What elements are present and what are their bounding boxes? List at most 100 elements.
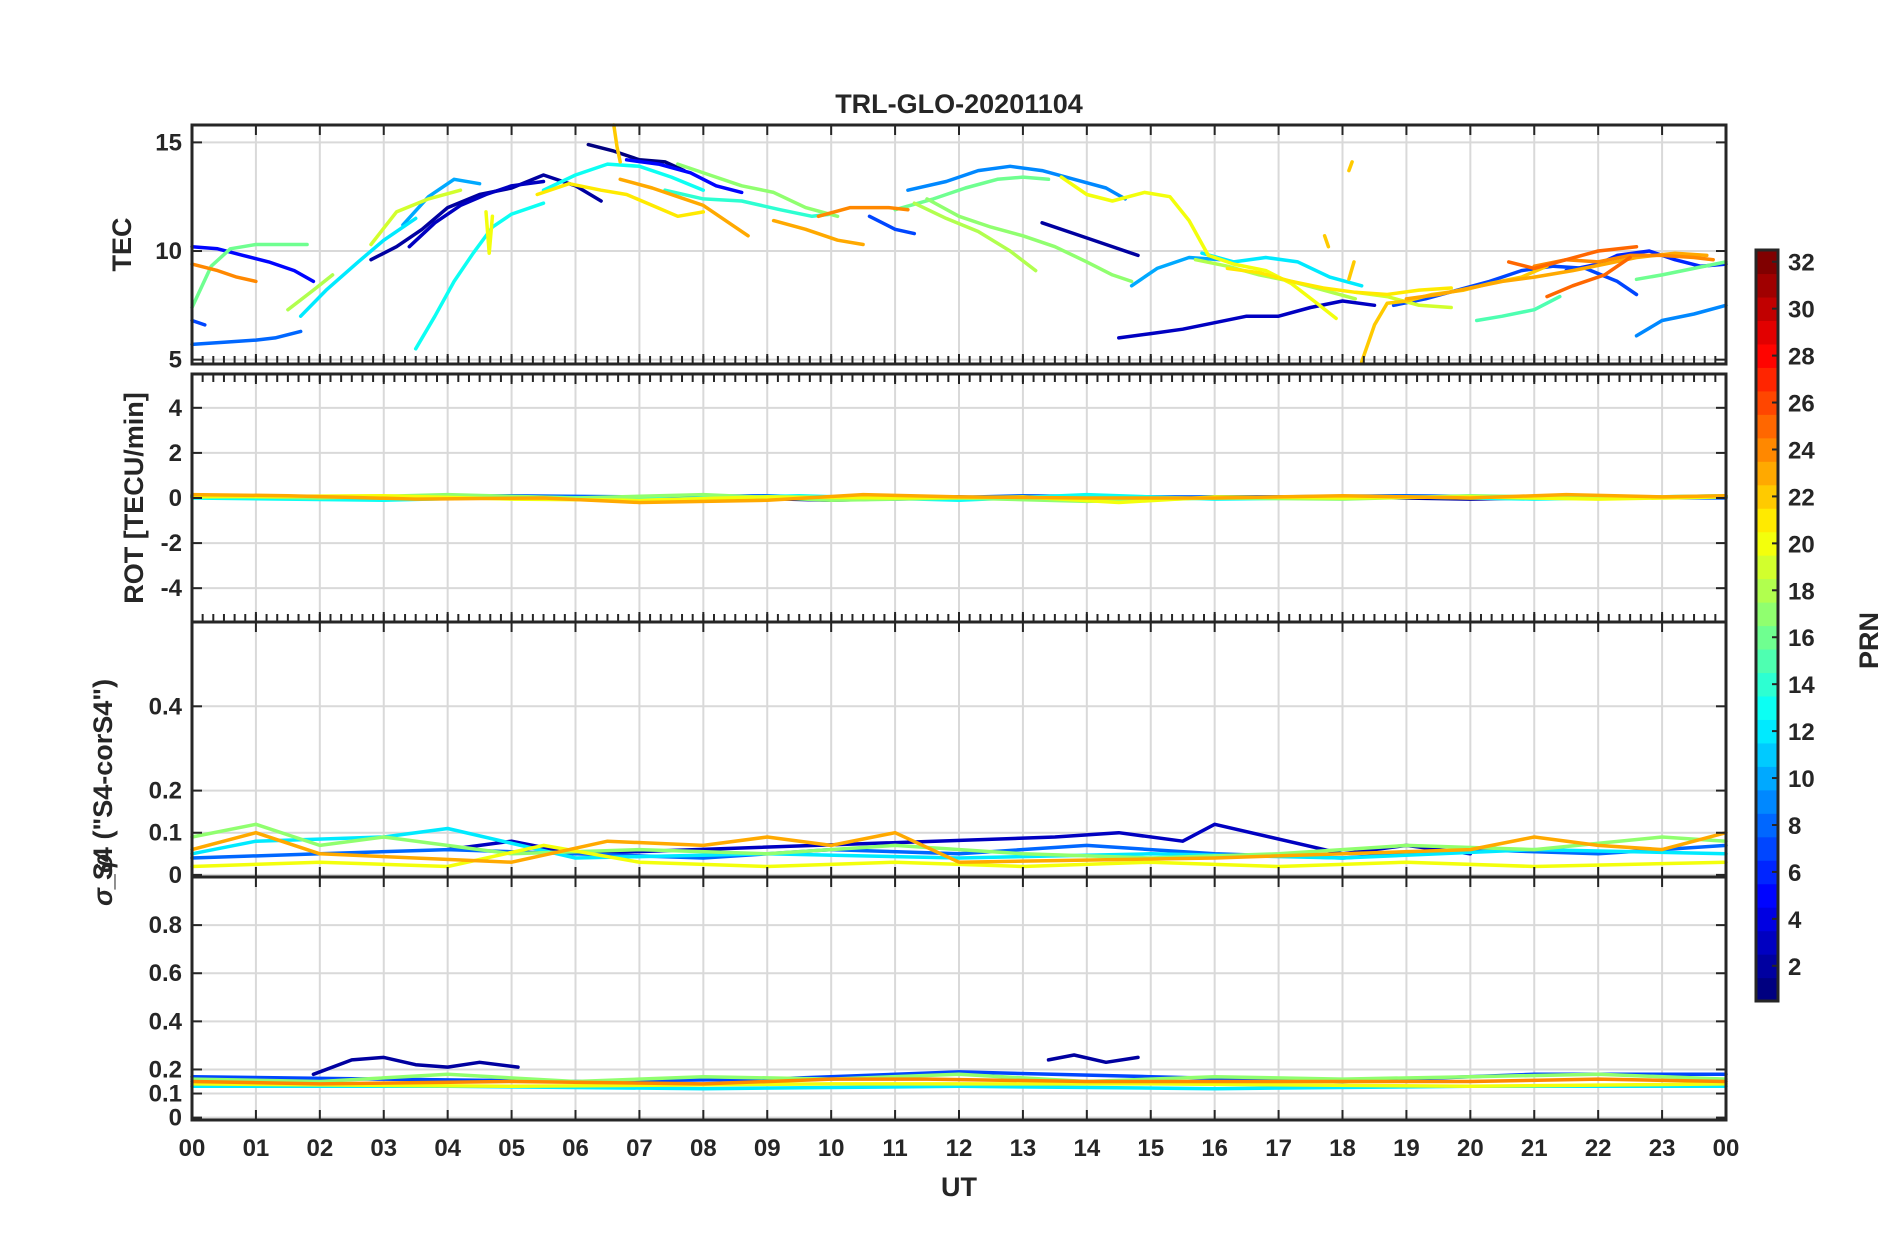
colorbar-tick-label: 18 — [1788, 578, 1815, 605]
y-tick-label: -4 — [161, 575, 183, 602]
series-line-prn-22 — [1347, 160, 1354, 173]
colorbar-segment — [1756, 719, 1778, 744]
colorbar-segment — [1756, 860, 1778, 885]
x-tick-label: 09 — [754, 1135, 781, 1162]
colorbar-frame — [1754, 248, 1780, 1003]
colorbar-tick-label: 30 — [1788, 297, 1815, 324]
series-line-prn-17 — [190, 822, 1728, 860]
colorbar-tick-label: 16 — [1788, 625, 1815, 652]
colorbar-segment — [1756, 320, 1778, 345]
colorbar-segment — [1756, 437, 1778, 462]
series-line-prn-10 — [401, 177, 482, 227]
x-tick-label: 21 — [1521, 1135, 1548, 1162]
x-tick-label: 05 — [498, 1135, 525, 1162]
series-line-prn-17 — [190, 1072, 1728, 1084]
y-tick-label: 0.6 — [149, 960, 182, 987]
y-tick-label: 0 — [169, 1105, 182, 1132]
y-axis-title-s4: S4 ("S4-corS4") — [88, 679, 118, 880]
x-tick-label: 22 — [1585, 1135, 1612, 1162]
series-line-prn-22 — [612, 123, 622, 164]
series-line-prn-7 — [190, 318, 207, 327]
series-line-prn-2 — [311, 1055, 520, 1077]
colorbar-segment — [1756, 390, 1778, 415]
colorbar-segment — [1756, 977, 1778, 1002]
colorbar-segment — [1756, 343, 1778, 368]
colorbar-tick-label: 20 — [1788, 531, 1815, 558]
colorbar-segment — [1756, 367, 1778, 392]
series-line-prn-24 — [816, 205, 910, 219]
x-tick-label: 23 — [1649, 1135, 1676, 1162]
panel-rot: -4 -2 0 2 4 ROT [TECU/min] — [119, 372, 1728, 624]
colorbar-segment — [1756, 508, 1778, 533]
x-tick-label: 19 — [1393, 1135, 1420, 1162]
colorbar-title: PRN — [1854, 612, 1884, 669]
x-tick-label: 17 — [1265, 1135, 1292, 1162]
x-tick-label: 06 — [562, 1135, 589, 1162]
x-tick-label: 13 — [1010, 1135, 1037, 1162]
series-line-prn-21 — [535, 181, 706, 219]
x-tick-label: 12 — [946, 1135, 973, 1162]
colorbar-segment — [1756, 578, 1778, 603]
series-line-prn-16 — [1634, 260, 1728, 282]
series-line-prn-17 — [925, 197, 1134, 284]
y-tick-label: 0.4 — [149, 1008, 183, 1035]
colorbar-tick-label: 22 — [1788, 484, 1815, 511]
colorbar-tick-label: 32 — [1788, 250, 1815, 277]
colorbar-tick-label: 8 — [1788, 813, 1801, 840]
colorbar-tick-label: 10 — [1788, 766, 1815, 793]
colorbar-segment — [1756, 531, 1778, 556]
colorbar-segment — [1756, 789, 1778, 814]
colorbar-tick-label: 14 — [1788, 672, 1815, 699]
x-tick-label: 16 — [1201, 1135, 1228, 1162]
x-tick-label: 18 — [1329, 1135, 1356, 1162]
y-tick-label: 0.2 — [149, 1056, 182, 1083]
series-line-prn-13 — [413, 201, 546, 351]
series-line-prn-24 — [190, 262, 258, 284]
series-line-prn-19 — [369, 188, 463, 247]
colorbar-tick-label: 4 — [1788, 907, 1802, 934]
y-tick-label: 15 — [155, 129, 182, 156]
y-tick-label: 0 — [169, 485, 182, 512]
colorbar-segment — [1756, 672, 1778, 697]
series-line-prn-22 — [1322, 234, 1331, 249]
y-tick-label: 0.2 — [149, 778, 182, 805]
y-tick-label: 0 — [169, 862, 182, 889]
series-line-prn-25 — [1506, 244, 1639, 271]
series-line-prn-21 — [1225, 266, 1453, 297]
x-tick-label: 04 — [434, 1135, 461, 1162]
series-line-prn-23 — [771, 218, 865, 247]
colorbar-segment — [1756, 555, 1778, 580]
series-line-prn-9 — [1634, 303, 1728, 338]
colorbar-segment — [1756, 836, 1778, 861]
series-line-prn-12 — [298, 216, 418, 318]
x-tick-label: 08 — [690, 1135, 717, 1162]
series-line-prn-20 — [190, 1082, 1728, 1089]
x-tick-label: 00 — [179, 1135, 206, 1162]
y-tick-label: 0.4 — [149, 693, 183, 720]
y-axis-title-rot: ROT [TECU/min] — [119, 392, 149, 603]
series-line-prn-9 — [906, 164, 1127, 201]
colorbar-tick-label: 24 — [1788, 437, 1815, 464]
series-line-prn-13 — [541, 162, 706, 192]
y-tick-label: -2 — [161, 530, 182, 557]
x-tick-label: 11 — [882, 1135, 907, 1162]
colorbar-segment — [1756, 484, 1778, 509]
x-tick-label: 07 — [626, 1135, 653, 1162]
series-line-prn-3 — [1117, 299, 1377, 340]
series-line-prn-25 — [1545, 255, 1632, 299]
colorbar-segment — [1756, 907, 1778, 932]
colorbar-tick-label: 12 — [1788, 719, 1815, 746]
x-tick-label: 14 — [1073, 1135, 1100, 1162]
y-axis-title-tec: TEC — [107, 218, 137, 272]
x-tick-label: 01 — [243, 1135, 270, 1162]
y-tick-label: 4 — [169, 395, 183, 422]
colorbar-tick-label: 26 — [1788, 391, 1815, 418]
y-tick-label: 0.1 — [149, 820, 182, 847]
panel-sigma_phi: 00.10.20.40.60.8σ_φ00 01 02 03 04 05 06 07 08 09 1… — [88, 854, 1739, 1162]
series-line-prn-23 — [190, 492, 1728, 505]
series-line-prn-2 — [1046, 1053, 1140, 1065]
